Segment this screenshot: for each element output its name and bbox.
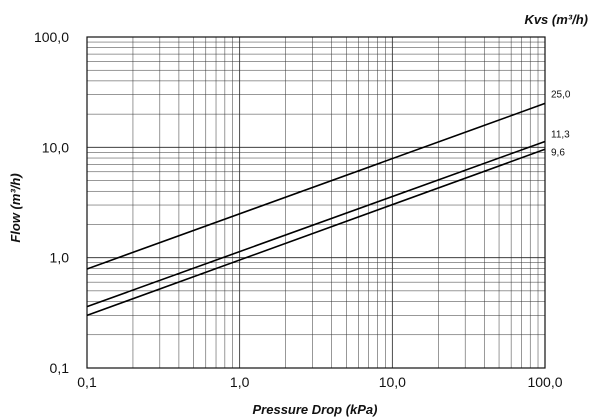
series-labels: 25,0 11,3 9,6 bbox=[551, 89, 571, 158]
x-tick-label: 10,0 bbox=[379, 374, 406, 390]
x-axis-title: Pressure Drop (kPa) bbox=[253, 402, 378, 417]
series-label: 11,3 bbox=[551, 129, 570, 140]
grid bbox=[86, 37, 545, 369]
y-axis-title: Flow (m³/h) bbox=[8, 173, 23, 242]
legend-title: Kvs (m³/h) bbox=[524, 12, 588, 27]
tick-labels: 0,1 1,0 10,0 100,0 0,1 1,0 10,0 100,0 bbox=[34, 29, 563, 390]
x-tick-label: 0,1 bbox=[77, 374, 97, 390]
series-line-kvs-25-0 bbox=[86, 102, 546, 270]
x-tick-label: 100,0 bbox=[527, 374, 562, 390]
series-line-kvs-9-6 bbox=[86, 148, 546, 317]
series-line-kvs-11-3 bbox=[86, 140, 546, 308]
y-tick-label: 10,0 bbox=[42, 139, 69, 155]
series-label: 25,0 bbox=[551, 89, 571, 100]
plot-frame bbox=[86, 36, 546, 369]
x-tick-label: 1,0 bbox=[230, 374, 250, 390]
series-label: 9,6 bbox=[551, 147, 565, 158]
y-tick-label: 1,0 bbox=[50, 250, 70, 266]
y-tick-label: 0,1 bbox=[50, 360, 70, 376]
y-tick-label: 100,0 bbox=[34, 29, 69, 45]
series-lines bbox=[86, 102, 546, 317]
